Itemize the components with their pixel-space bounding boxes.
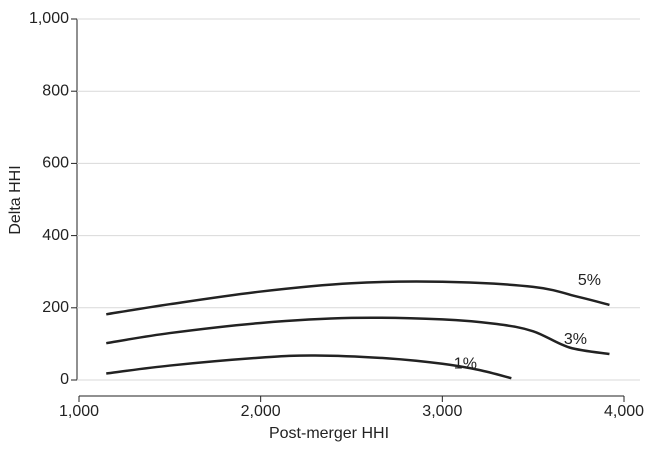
x-axis-label: Post-merger HHI bbox=[269, 425, 389, 442]
series-label: 1% bbox=[454, 355, 477, 372]
x-tick-label: 1,000 bbox=[59, 403, 99, 420]
y-tick-label: 800 bbox=[42, 82, 69, 99]
y-tick-label: 400 bbox=[42, 227, 69, 244]
line bbox=[106, 354, 512, 380]
line bbox=[106, 316, 610, 356]
series-label: 3% bbox=[564, 331, 587, 348]
y-tick-label: 1,000 bbox=[29, 10, 69, 27]
y-tick-label: 600 bbox=[42, 155, 69, 172]
y-tick-label: 200 bbox=[42, 299, 69, 316]
y-axis-label: Delta HHI bbox=[7, 165, 24, 234]
series-label: 5% bbox=[578, 272, 601, 289]
x-tick-label: 2,000 bbox=[241, 403, 281, 420]
x-tick-label: 4,000 bbox=[604, 403, 644, 420]
line bbox=[106, 280, 610, 316]
x-tick-label: 3,000 bbox=[422, 403, 462, 420]
y-tick-label: 0 bbox=[60, 371, 69, 388]
